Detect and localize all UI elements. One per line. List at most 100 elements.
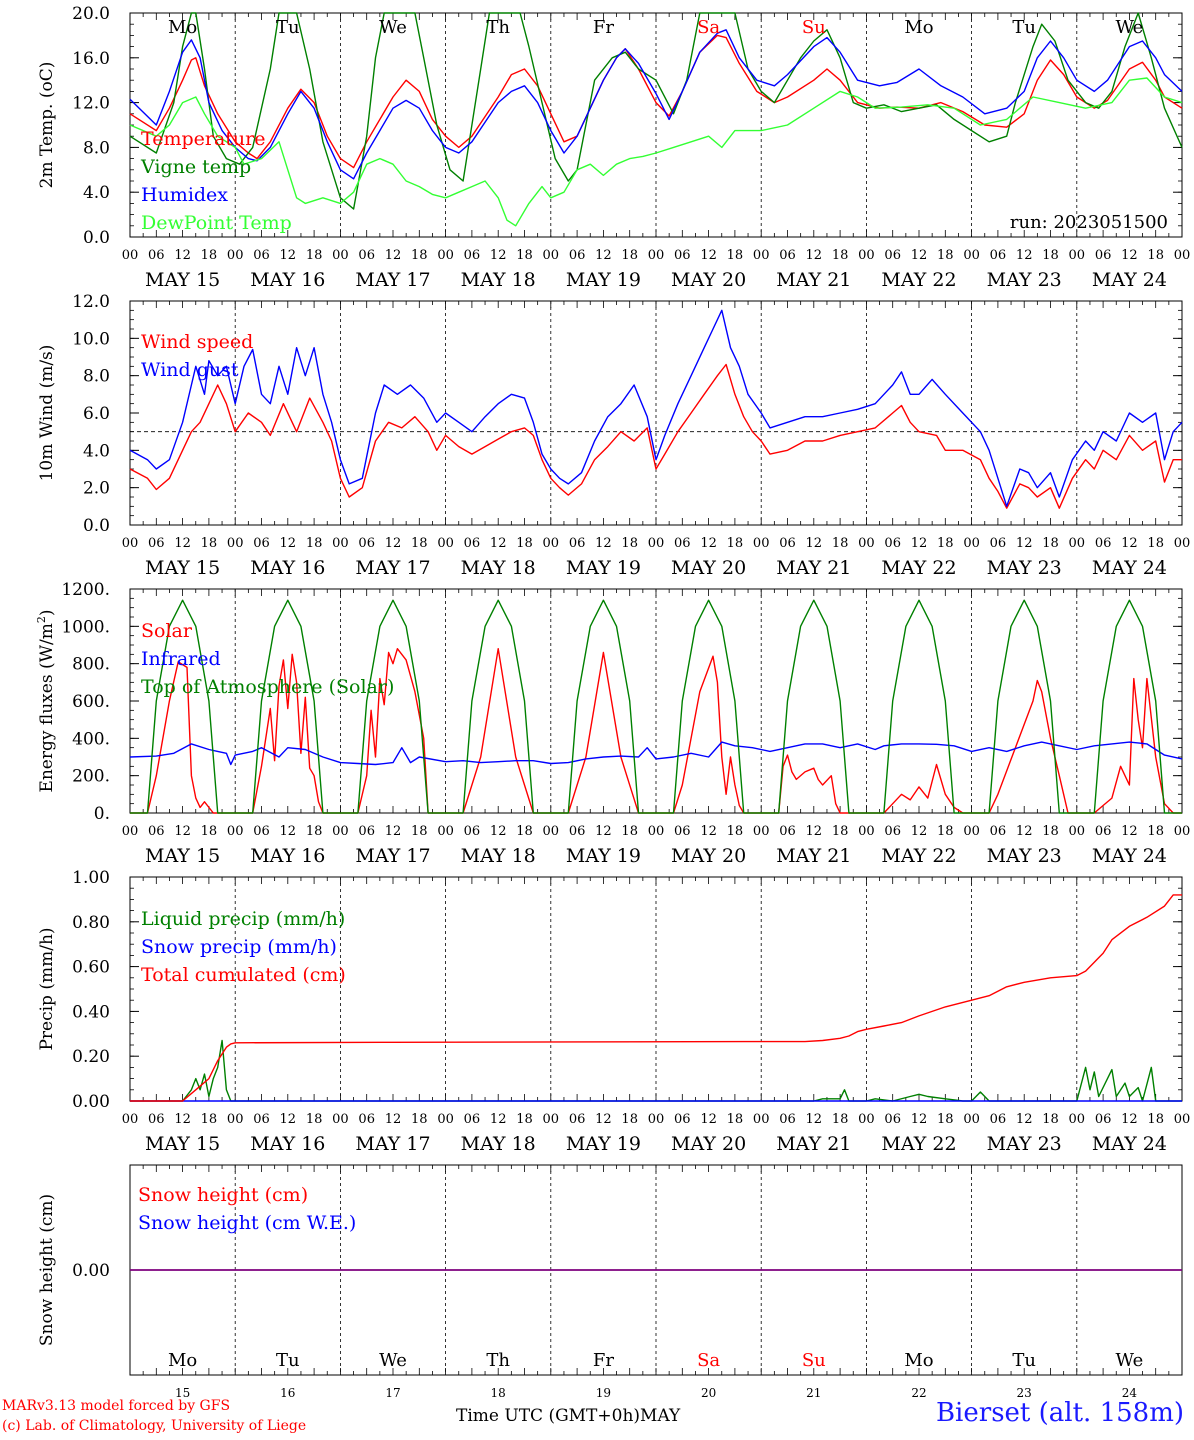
- hour-tick-label: 12: [806, 536, 823, 551]
- legend-entry: Total cumulated (cm): [141, 964, 346, 986]
- hour-tick-label: 00: [858, 824, 875, 839]
- date-label: MAY 21: [776, 269, 851, 291]
- y-tick-label: 0.40: [72, 1002, 110, 1022]
- series-line: [130, 894, 1182, 1102]
- weekday-label: Tu: [1012, 17, 1036, 38]
- x-axis-title: Time UTC (GMT+0h)MAY: [456, 1406, 680, 1426]
- date-label: MAY 18: [461, 557, 536, 579]
- hour-tick-label: 12: [490, 248, 507, 263]
- hour-tick-label: 18: [727, 824, 744, 839]
- panel-snow: 0.00 Snow height (cm) Snow height (cm) Snow…: [37, 1164, 1183, 1400]
- hour-tick-label: 12: [174, 1112, 191, 1127]
- date-label: MAY 24: [1092, 557, 1167, 579]
- legend-entry: Wind speed: [141, 331, 253, 353]
- legend-entry: Infrared: [141, 648, 221, 670]
- legend-entry: Liquid precip (mm/h): [141, 908, 345, 930]
- y-tick-label: 0.0: [83, 516, 110, 536]
- hour-tick-label: 12: [700, 824, 717, 839]
- hour-tick-label: 18: [201, 1112, 218, 1127]
- hour-tick-label: 18: [1042, 248, 1059, 263]
- hour-tick-label: 12: [174, 824, 191, 839]
- weekday-label: Th: [486, 1350, 510, 1371]
- hour-tick-label: 06: [148, 248, 165, 263]
- y-tick-label: 200.: [72, 767, 110, 787]
- date-label: MAY 22: [881, 557, 956, 579]
- day-number-label: 19: [596, 1386, 611, 1400]
- hour-tick-label: 18: [832, 536, 849, 551]
- hour-tick-label: 18: [411, 824, 428, 839]
- hour-tick-label: 12: [385, 248, 402, 263]
- panel-wind: 0.0 2.0 4.0 6.0 8.0 10.0 12.0 10m Wind (m/s) Win…: [37, 292, 1190, 579]
- date-label: MAY 24: [1092, 269, 1167, 291]
- legend-entry: DewPoint Temp: [141, 212, 292, 234]
- hour-tick-label: 00: [753, 824, 770, 839]
- date-label: MAY 17: [355, 845, 430, 867]
- weekday-label: Mo: [168, 1350, 197, 1371]
- date-label: MAY 20: [671, 269, 746, 291]
- day-number-label: 23: [1017, 1386, 1032, 1400]
- hour-tick-label: 00: [1069, 248, 1086, 263]
- hour-tick-label: 06: [569, 1112, 586, 1127]
- hour-tick-label: 06: [253, 1112, 270, 1127]
- hour-tick-label: 12: [595, 824, 612, 839]
- date-label: MAY 20: [671, 1133, 746, 1155]
- y-tick-label: 2.0: [83, 479, 110, 499]
- y-tick-label: 4.0: [83, 441, 110, 461]
- hour-tick-label: 18: [937, 248, 954, 263]
- y-tick-label: 1000.: [61, 617, 110, 637]
- hour-tick-label: 06: [990, 536, 1007, 551]
- hour-tick-label: 18: [201, 824, 218, 839]
- weekday-label: Su: [802, 1350, 826, 1371]
- weekday-label: Mo: [168, 17, 197, 38]
- hour-tick-label: 06: [1095, 1112, 1112, 1127]
- hour-tick-label: 00: [122, 1112, 139, 1127]
- hour-tick-label: 12: [911, 824, 928, 839]
- date-label: MAY 21: [776, 1133, 851, 1155]
- date-label: MAY 17: [355, 1133, 430, 1155]
- panel-energy: 0. 200. 400. 600. 800. 1000. 1200.Energy fluxe…: [35, 580, 1190, 867]
- hour-tick-label: 06: [253, 248, 270, 263]
- date-label: MAY 18: [461, 269, 536, 291]
- legend-entry: Snow height (cm W.E.): [138, 1212, 356, 1234]
- hour-tick-label: 06: [990, 1112, 1007, 1127]
- y-axis-label: Snow height (cm): [37, 1194, 57, 1346]
- hour-tick-label: 12: [1121, 248, 1138, 263]
- y-axis-label: 2m Temp. (oC): [37, 62, 57, 189]
- hour-tick-label: 12: [174, 536, 191, 551]
- y-tick-label: 800.: [72, 655, 110, 675]
- hour-tick-label: 12: [700, 1112, 717, 1127]
- day-number-label: 15: [175, 1386, 190, 1400]
- hour-tick-label: 18: [516, 248, 533, 263]
- hour-tick-label: 18: [1147, 536, 1164, 551]
- y-tick-label: 12.0: [72, 94, 110, 114]
- y-tick-label: 0.00: [72, 1261, 110, 1281]
- hour-tick-label: 00: [332, 1112, 349, 1127]
- hour-tick-label: 06: [779, 248, 796, 263]
- day-number-label: 21: [806, 1386, 821, 1400]
- hour-tick-label: 12: [280, 824, 297, 839]
- hour-tick-label: 06: [779, 536, 796, 551]
- weekday-label: Su: [802, 17, 826, 38]
- hour-tick-label: 12: [595, 536, 612, 551]
- hour-tick-label: 12: [911, 1112, 928, 1127]
- hour-tick-label: 12: [806, 248, 823, 263]
- hour-tick-label: 18: [1147, 824, 1164, 839]
- series-line: [129, 77, 1183, 227]
- hour-tick-label: 00: [122, 248, 139, 263]
- hour-tick-label: 06: [569, 824, 586, 839]
- hour-tick-label: 18: [516, 536, 533, 551]
- date-label: MAY 15: [145, 269, 220, 291]
- hour-tick-label: 00: [858, 536, 875, 551]
- date-label: MAY 19: [566, 557, 641, 579]
- day-number-label: 17: [385, 1386, 400, 1400]
- weekday-label: Mo: [904, 1350, 933, 1371]
- run-label: run: 2023051500: [1010, 212, 1168, 233]
- hour-tick-label: 00: [227, 824, 244, 839]
- hour-tick-label: 12: [1016, 1112, 1033, 1127]
- hour-tick-label: 00: [753, 248, 770, 263]
- weekday-label: Tu: [276, 17, 300, 38]
- y-tick-label: 0.: [94, 804, 110, 824]
- date-label: MAY 22: [881, 1133, 956, 1155]
- series-line: [129, 29, 1183, 180]
